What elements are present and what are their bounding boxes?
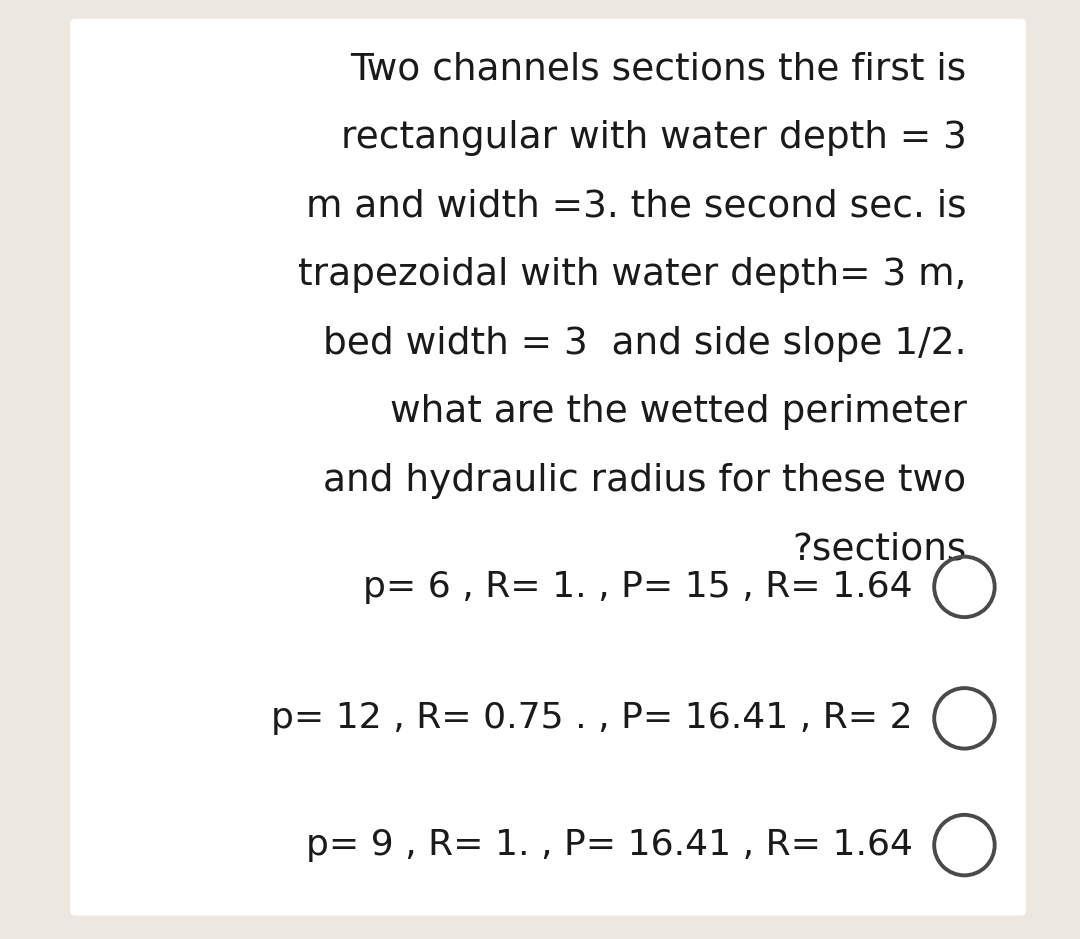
Text: trapezoidal with water depth= 3 m,: trapezoidal with water depth= 3 m, [298,257,967,293]
Text: rectangular with water depth = 3: rectangular with water depth = 3 [340,120,967,156]
Text: p= 6 , R= 1. , P= 15 , R= 1.64: p= 6 , R= 1. , P= 15 , R= 1.64 [363,570,913,604]
Text: Two channels sections the first is: Two channels sections the first is [350,52,967,87]
Text: bed width = 3  and side slope 1/2.: bed width = 3 and side slope 1/2. [323,326,967,362]
Text: what are the wetted perimeter: what are the wetted perimeter [390,394,967,430]
Text: m and width =3. the second sec. is: m and width =3. the second sec. is [306,189,967,224]
Text: ?sections: ?sections [793,531,967,567]
Text: p= 12 , R= 0.75 . , P= 16.41 , R= 2: p= 12 , R= 0.75 . , P= 16.41 , R= 2 [271,701,913,735]
Text: p= 9 , R= 1. , P= 16.41 , R= 1.64: p= 9 , R= 1. , P= 16.41 , R= 1.64 [306,828,913,862]
Text: and hydraulic radius for these two: and hydraulic radius for these two [324,463,967,499]
